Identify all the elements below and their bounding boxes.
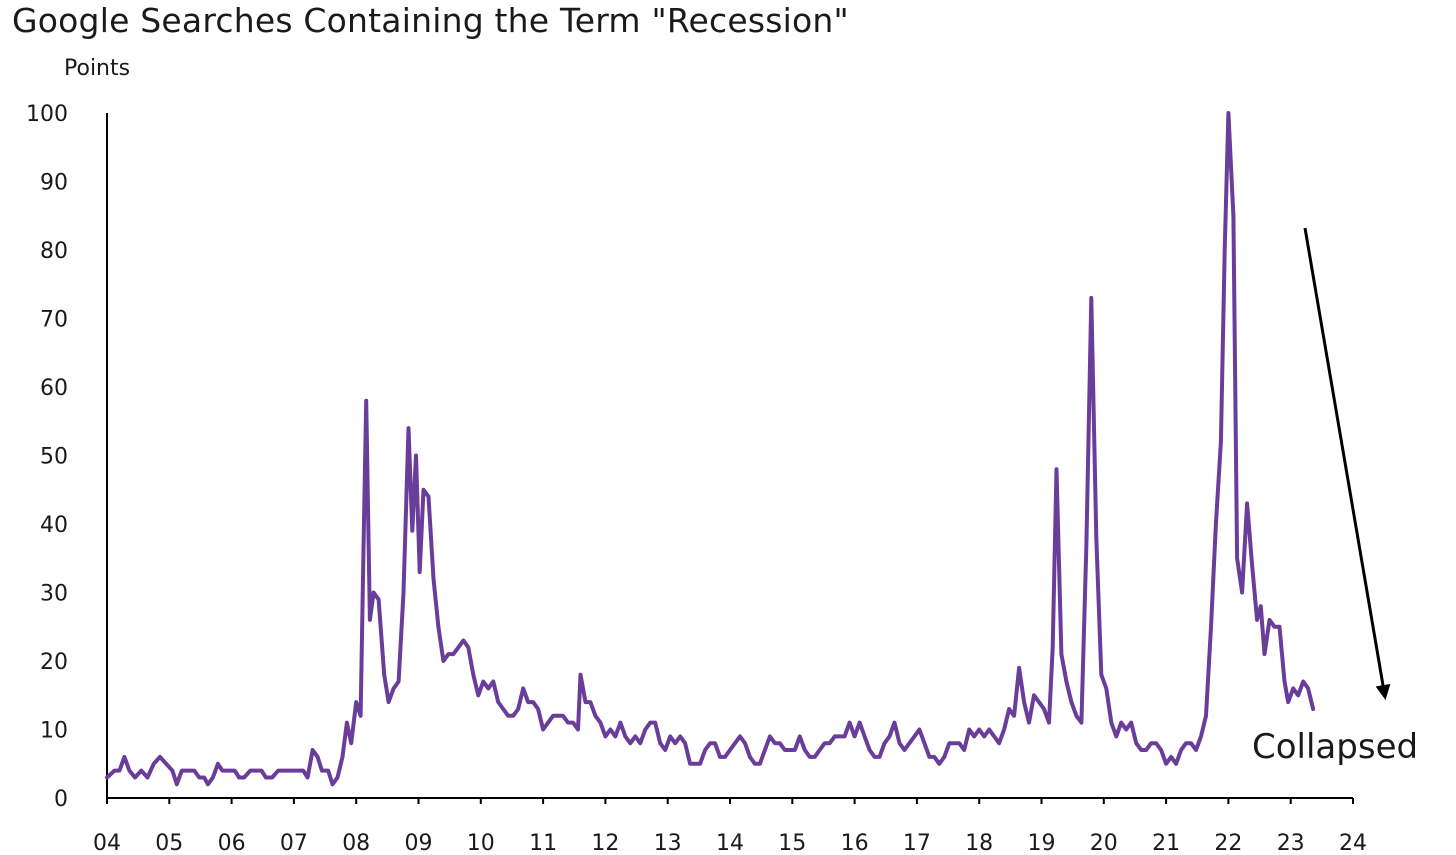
x-tick-label: 19 <box>1028 831 1056 855</box>
x-tick-label: 18 <box>965 831 993 855</box>
x-tick-label: 13 <box>654 831 682 855</box>
y-tick-label: 50 <box>40 445 68 470</box>
x-tick-label: 14 <box>716 831 744 855</box>
trend-arrow <box>1303 227 1391 700</box>
x-tick-label: 08 <box>342 831 370 855</box>
y-tick-label: 60 <box>40 376 68 401</box>
series-layer <box>105 111 1316 787</box>
x-tick-label: 10 <box>467 831 495 855</box>
x-tick-label: 09 <box>405 831 433 855</box>
x-tick-label: 17 <box>903 831 931 855</box>
x-tick-label: 23 <box>1277 831 1305 855</box>
y-axis-unit-label: Points <box>64 56 131 81</box>
x-tick-label: 12 <box>591 831 619 855</box>
annotation-collapsed: Collapsed <box>1252 727 1418 767</box>
chart-title: Google Searches Containing the Term "Rec… <box>12 1 849 40</box>
y-tick-label: 90 <box>40 171 68 196</box>
y-tick-label: 0 <box>54 787 68 812</box>
x-tick-label: 15 <box>778 831 806 855</box>
x-tick-label: 07 <box>280 831 308 855</box>
x-tick-label: 11 <box>529 831 557 855</box>
y-axis: 0 10 20 30 40 50 60 70 80 90 100 <box>26 102 108 812</box>
y-tick-label: 80 <box>40 239 68 264</box>
x-tick-label: 04 <box>93 831 121 855</box>
x-tick-label: 22 <box>1214 831 1242 855</box>
x-tick-label: 24 <box>1339 831 1367 855</box>
y-tick-label: 10 <box>40 719 68 744</box>
x-tick-label: 06 <box>218 831 246 855</box>
y-tick-label: 70 <box>40 308 68 333</box>
y-tick-label: 30 <box>40 582 68 607</box>
y-tick-label: 20 <box>40 650 68 675</box>
annotation-layer: Collapsed <box>1252 227 1418 767</box>
x-tick-label: 20 <box>1090 831 1118 855</box>
x-tick-label: 21 <box>1152 831 1180 855</box>
series-line <box>105 111 1316 787</box>
y-tick-label: 100 <box>26 102 68 127</box>
x-tick-label: 16 <box>841 831 869 855</box>
x-tick-label: 05 <box>155 831 183 855</box>
x-axis: 04 05 06 07 08 09 10 11 12 13 14 15 16 17 18 19 20 21 22 23… <box>93 797 1367 855</box>
y-tick-label: 40 <box>40 513 68 538</box>
